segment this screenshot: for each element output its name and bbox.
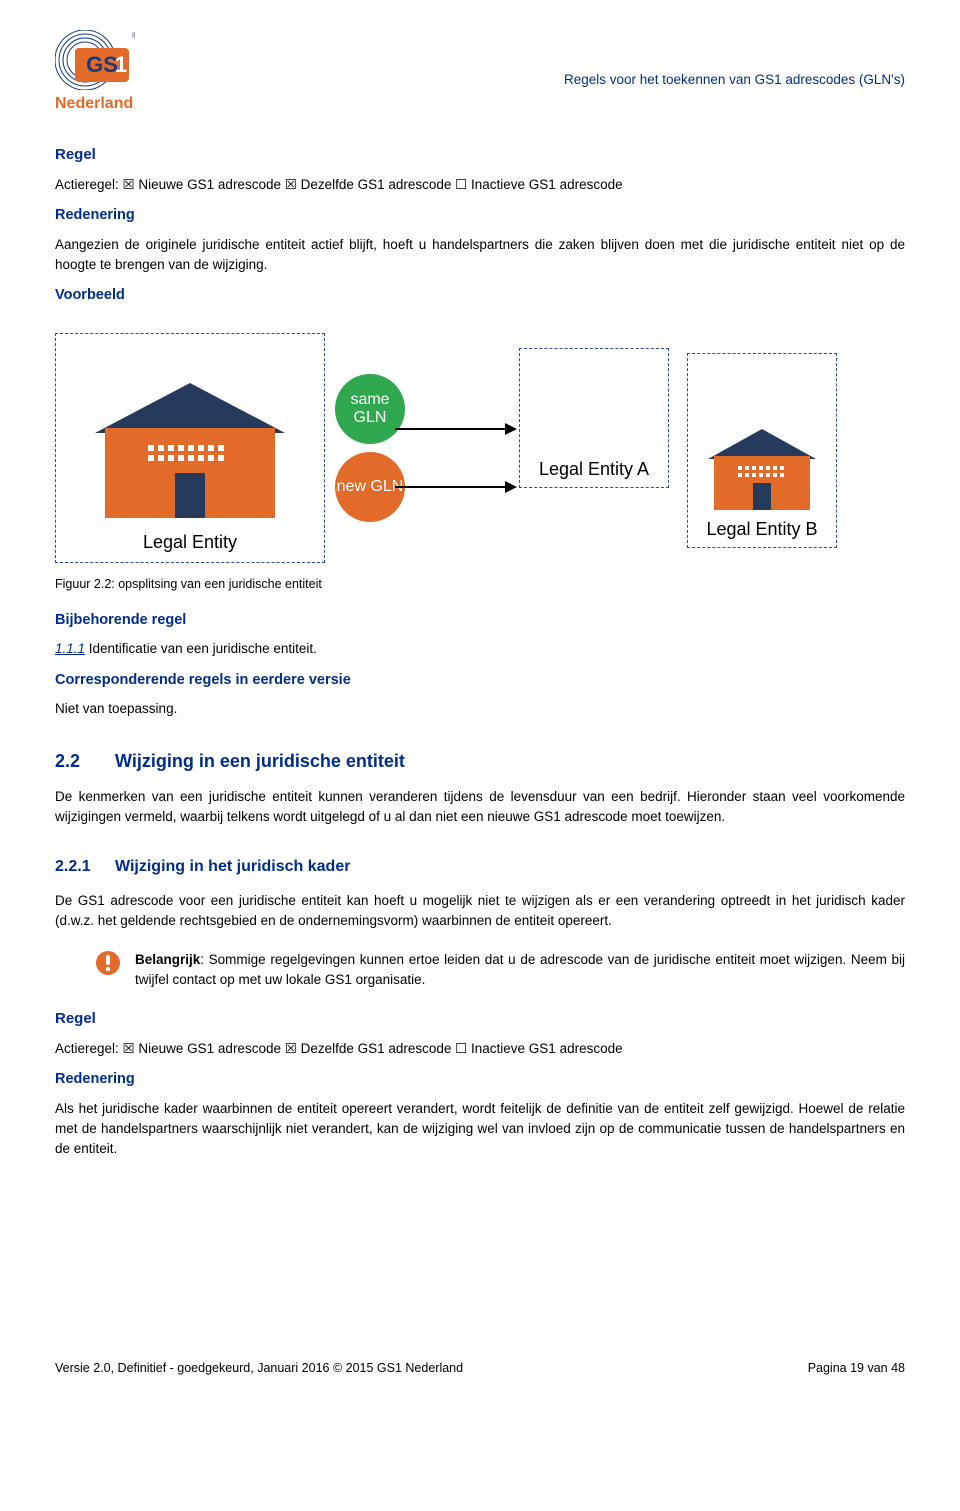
logo-subtitle: Nederland [55,92,135,116]
exclamation-icon [95,950,121,976]
entity-a-label: Legal Entity A [539,459,649,481]
building-small-icon [702,423,822,513]
related-rule-link[interactable]: 1.1.1 [55,641,85,656]
important-bold: Belangrijk [135,952,200,967]
reasoning-text-2: Als het juridische kader waarbinnen de e… [55,1099,905,1160]
legal-entity-box: Legal Entity [55,333,325,563]
section-2-2-1-title: Wijziging in het juridisch kader [115,858,350,875]
building-large-icon [85,373,295,523]
related-rule-line: 1.1.1 Identificatie van een juridische e… [55,639,905,659]
page-header: GS 1 ® Nederland Regels voor het toekenn… [55,30,905,116]
example-heading: Voorbeeld [55,285,905,307]
rule-line-1: Actieregel: ☒ Nieuwe GS1 adrescode ☒ Dez… [55,175,905,195]
svg-text:GS: GS [86,52,118,77]
footer-right: Pagina 19 van 48 [808,1359,905,1378]
gs1-logo-icon: GS 1 ® [55,30,135,90]
svg-text:1: 1 [115,52,127,77]
section-2-2-num: 2.2 [55,748,115,775]
entity-b-label: Legal Entity B [706,519,817,541]
arrows [395,428,515,488]
important-note: Belangrijk: Sommige regelgevingen kunnen… [95,950,905,991]
figure-caption: Figuur 2.2: opsplitsing van een juridisc… [55,575,905,594]
diagram: Legal Entity same GLN new GLN Legal Enti… [55,333,905,563]
reasoning-heading-2: Redenering [55,1069,905,1091]
important-body: : Sommige regelgevingen kunnen ertoe lei… [135,952,905,987]
arrow-bottom-icon [395,486,515,488]
entity-b-box: Legal Entity B [687,353,837,548]
related-rule-text: Identificatie van een juridische entitei… [85,641,317,656]
section-2-2-title: Wijziging in een juridische entiteit [115,751,405,771]
rule-heading-1: Regel [55,144,905,167]
header-subtitle: Regels voor het toekennen van GS1 adresc… [564,70,905,90]
rule-line-2: Actieregel: ☒ Nieuwe GS1 adrescode ☒ Dez… [55,1039,905,1059]
logo: GS 1 ® Nederland [55,30,135,116]
section-2-2-1-heading: 2.2.1Wijziging in het juridisch kader [55,855,905,879]
corresponding-heading: Corresponderende regels in eerdere versi… [55,670,905,692]
section-2-2-body: De kenmerken van een juridische entiteit… [55,787,905,828]
section-2-2-heading: 2.2Wijziging in een juridische entiteit [55,748,905,775]
legal-entity-label: Legal Entity [143,529,237,556]
arrow-top-icon [395,428,515,430]
svg-text:®: ® [132,31,135,40]
section-2-2-1-num: 2.2.1 [55,855,115,879]
rule-heading-2: Regel [55,1008,905,1031]
important-text: Belangrijk: Sommige regelgevingen kunnen… [135,950,905,991]
corresponding-text: Niet van toepassing. [55,699,905,719]
entity-a-box: Legal Entity A [519,348,669,488]
section-2-2-1-body: De GS1 adrescode voor een juridische ent… [55,891,905,932]
reasoning-text-1: Aangezien de originele juridische entite… [55,235,905,276]
related-rule-heading: Bijbehorende regel [55,610,905,632]
footer-left: Versie 2.0, Definitief - goedgekeurd, Ja… [55,1359,463,1378]
page-footer: Versie 2.0, Definitief - goedgekeurd, Ja… [55,1359,905,1378]
reasoning-heading-1: Redenering [55,205,905,227]
